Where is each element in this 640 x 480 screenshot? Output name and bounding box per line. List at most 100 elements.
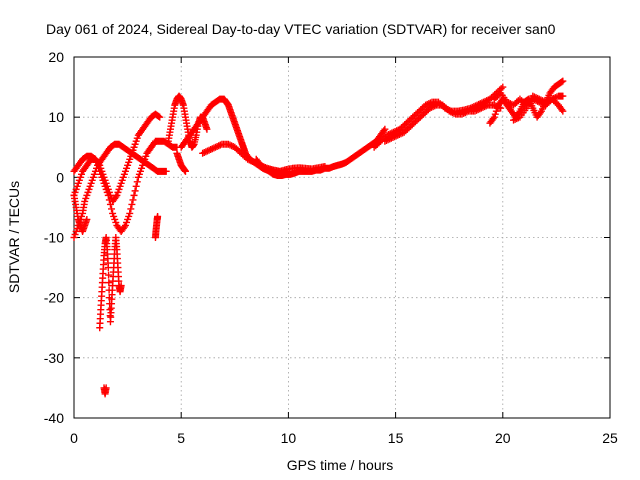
x-axis-title: GPS time / hours [287, 457, 394, 473]
data-point [106, 200, 114, 208]
series-arc-f [100, 384, 110, 398]
series-arc-r [510, 92, 567, 124]
data-point [127, 205, 135, 213]
data-point [155, 112, 163, 120]
data-point [460, 109, 468, 117]
data-point [559, 92, 567, 100]
data-point [104, 191, 112, 199]
data-point [477, 104, 485, 112]
data-point [476, 105, 484, 113]
x-tick-label: 20 [495, 430, 511, 446]
data-point [471, 107, 479, 115]
x-tick-labels: 0 5 10 15 20 25 [70, 430, 618, 446]
x-tick-label: 5 [177, 430, 185, 446]
data-point [461, 109, 469, 117]
data-point [133, 178, 141, 186]
data-point [397, 130, 405, 138]
data-point [426, 104, 434, 112]
data-point [534, 97, 542, 105]
data-point [503, 98, 511, 106]
data-point [536, 109, 544, 117]
data-point [199, 149, 207, 157]
y-tick-label: 20 [48, 49, 64, 65]
data-point [505, 99, 513, 107]
data-point [213, 142, 221, 150]
data-point [208, 145, 216, 153]
data-point [463, 108, 471, 116]
data-point [203, 147, 211, 155]
data-point [384, 136, 392, 144]
data-point [558, 106, 566, 114]
data-point [381, 137, 389, 145]
data-series [70, 77, 567, 398]
data-point [128, 200, 136, 208]
data-point [495, 91, 503, 99]
data-point [513, 115, 521, 123]
data-point [559, 77, 567, 85]
data-point [422, 101, 430, 109]
data-point [181, 167, 189, 175]
data-point [105, 196, 113, 204]
data-point [423, 100, 431, 108]
data-point [559, 107, 567, 115]
data-point [529, 95, 537, 103]
data-point [473, 106, 481, 114]
data-point [428, 103, 436, 111]
y-tick-label: 10 [48, 109, 64, 125]
data-point [550, 94, 558, 102]
chart-title: Day 061 of 2024, Sidereal Day-to-day VTE… [46, 21, 556, 37]
data-point [105, 271, 113, 279]
data-point [381, 125, 389, 133]
series-arc-e [96, 234, 125, 332]
data-point [102, 384, 110, 392]
data-point [481, 103, 489, 111]
data-point [207, 146, 215, 154]
data-point [389, 133, 397, 141]
data-point [474, 106, 482, 114]
data-point [510, 116, 518, 124]
data-point [226, 141, 234, 149]
data-point [245, 156, 253, 164]
data-point [247, 157, 255, 165]
x-tick-label: 0 [70, 430, 78, 446]
data-point [120, 223, 128, 231]
x-tick-label: 10 [281, 430, 297, 446]
y-tick-labels: -40 -30 -20 -10 0 10 20 [44, 49, 64, 426]
data-point [380, 127, 388, 135]
data-point [479, 103, 487, 111]
data-point [215, 142, 223, 150]
data-point [203, 125, 211, 133]
data-point [131, 187, 139, 195]
series-arc-g [151, 212, 162, 241]
data-point [445, 107, 453, 115]
data-point [105, 279, 113, 287]
data-point [212, 143, 220, 151]
data-point [425, 100, 433, 108]
y-tick-label: -10 [44, 230, 64, 246]
data-point [162, 167, 170, 175]
data-point [112, 193, 120, 201]
data-point [200, 149, 208, 157]
series-arc-h [164, 92, 211, 151]
series-arc-c [70, 137, 181, 235]
x-tick-label: 15 [388, 430, 404, 446]
data-point [126, 209, 134, 217]
data-point [129, 196, 137, 204]
data-point [447, 108, 455, 116]
data-point [216, 141, 224, 149]
data-point [132, 182, 140, 190]
data-point [202, 148, 210, 156]
data-point [450, 109, 458, 117]
data-point [205, 146, 213, 154]
y-tick-label: 0 [56, 169, 64, 185]
data-point [244, 155, 252, 163]
data-point [537, 99, 545, 107]
y-tick-label: -20 [44, 290, 64, 306]
y-tick-label: -30 [44, 350, 64, 366]
data-point [156, 113, 164, 121]
data-point [508, 100, 516, 108]
data-point [228, 142, 236, 150]
data-point [489, 115, 497, 123]
x-tick-label: 25 [602, 430, 618, 446]
